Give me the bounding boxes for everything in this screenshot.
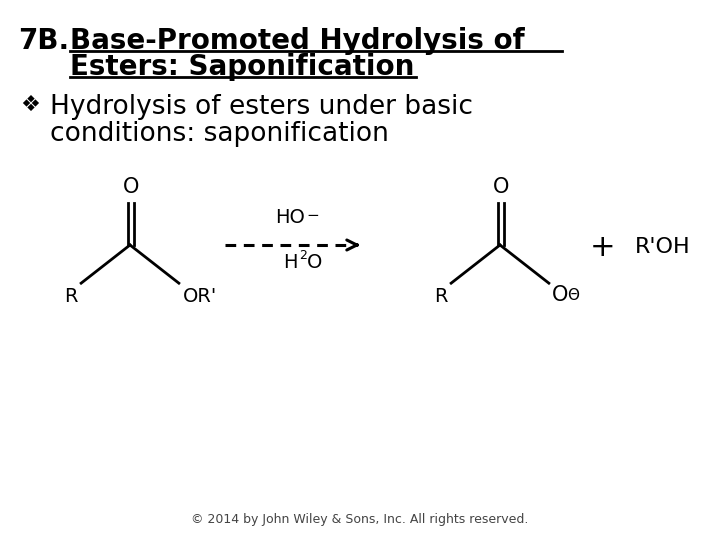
- Text: O: O: [492, 177, 509, 197]
- Text: ❖: ❖: [20, 95, 40, 115]
- Text: HO: HO: [275, 208, 305, 227]
- Text: O: O: [552, 285, 568, 305]
- Text: R'OH: R'OH: [635, 237, 690, 257]
- Text: +: +: [590, 233, 616, 261]
- Text: O: O: [307, 253, 323, 272]
- Text: © 2014 by John Wiley & Sons, Inc. All rights reserved.: © 2014 by John Wiley & Sons, Inc. All ri…: [192, 513, 528, 526]
- Text: R: R: [433, 287, 447, 306]
- Text: O: O: [123, 177, 139, 197]
- Text: Θ: Θ: [567, 288, 579, 303]
- Text: 7B.: 7B.: [18, 27, 69, 55]
- Text: Base-Promoted Hydrolysis of: Base-Promoted Hydrolysis of: [70, 27, 525, 55]
- Text: Hydrolysis of esters under basic: Hydrolysis of esters under basic: [50, 94, 473, 120]
- Text: Esters: Saponification: Esters: Saponification: [70, 53, 415, 81]
- Text: 2: 2: [299, 249, 307, 262]
- Text: conditions: saponification: conditions: saponification: [50, 121, 389, 147]
- Text: −: −: [306, 208, 319, 223]
- Text: R: R: [63, 287, 77, 306]
- Text: OR': OR': [183, 287, 217, 306]
- Text: H: H: [283, 253, 297, 272]
